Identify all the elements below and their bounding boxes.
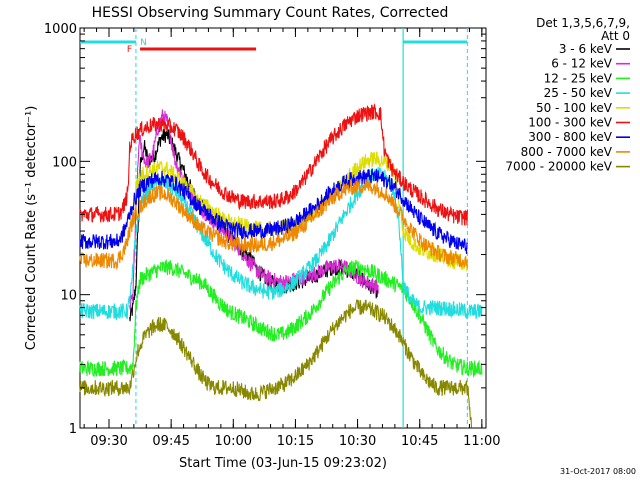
night-flag-label: N — [140, 38, 147, 48]
legend-label: 800 - 7000 keV — [521, 145, 613, 159]
legend-label: 50 - 100 keV — [536, 101, 613, 115]
y-axis-ticks: 1 10 100 1000 — [44, 22, 486, 437]
series-line-100-300-kev — [79, 102, 468, 227]
x-tick-label: 10:00 — [215, 434, 252, 449]
x-tick-label: 09:30 — [90, 434, 127, 449]
y-tick-label: 1 — [69, 422, 77, 437]
vertical-markers — [135, 28, 468, 428]
chart-title: HESSI Observing Summary Count Rates, Cor… — [92, 5, 449, 21]
x-tick-label: 10:30 — [339, 434, 376, 449]
footer-timestamp: 31-Oct-2017 08:00 — [560, 467, 636, 476]
x-axis-label: Start Time (03-Jun-15 09:23:02) — [179, 456, 387, 471]
legend-header-line-1: Det 1,3,5,6,7,9, — [536, 16, 630, 30]
legend-label: 12 - 25 keV — [544, 71, 613, 85]
y-tick-label: 10 — [60, 289, 77, 304]
y-tick-label: 100 — [52, 155, 77, 170]
legend-label: 3 - 6 keV — [559, 42, 613, 56]
x-tick-label: 09:45 — [152, 434, 189, 449]
legend-label: 300 - 800 keV — [528, 130, 612, 144]
x-tick-label: 11:00 — [463, 434, 500, 449]
legend-label: 6 - 12 keV — [551, 57, 613, 71]
legend-label: 100 - 300 keV — [528, 116, 612, 130]
x-axis-ticks: 09:30 09:45 10:00 10:15 10:30 10:45 11:00 — [83, 28, 501, 449]
legend-label: 25 - 50 keV — [544, 86, 613, 100]
y-axis-label: Corrected Count Rate (s⁻¹ detector⁻¹) — [24, 106, 39, 351]
legend-header-line-2: Att 0 — [601, 29, 630, 43]
flare-flag-label: F — [127, 45, 132, 55]
series-line-7000-20000-kev — [79, 299, 473, 428]
x-tick-label: 10:15 — [277, 434, 314, 449]
series-line-6-12-kev — [129, 109, 379, 310]
series-line-800-7000-kev — [79, 178, 468, 271]
legend-label: 7000 - 20000 keV — [505, 160, 612, 174]
flag-bars: NF — [80, 38, 468, 55]
x-tick-label: 10:45 — [401, 434, 438, 449]
y-tick-label: 1000 — [44, 22, 77, 37]
series-line-25-50-kev — [79, 166, 483, 321]
series-line-12-25-kev — [79, 259, 483, 379]
series-line-300-800-kev — [79, 168, 468, 254]
series-group — [79, 102, 483, 428]
